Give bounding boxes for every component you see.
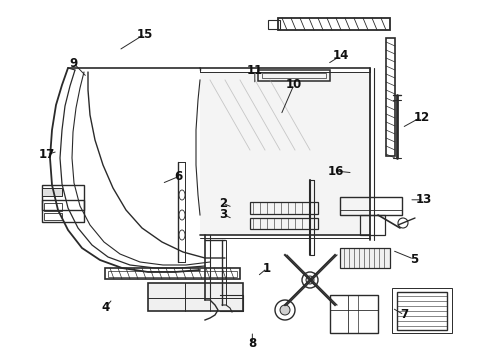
Bar (44, 213, 62, 220)
Text: 10: 10 (286, 78, 302, 91)
Bar (360, 215, 385, 235)
Bar (148, 283, 243, 311)
Polygon shape (200, 72, 370, 235)
Bar (42, 200, 84, 222)
Bar (397, 292, 447, 330)
Text: 15: 15 (136, 28, 153, 41)
Text: 13: 13 (416, 193, 432, 206)
Bar (268, 20, 280, 29)
Text: 7: 7 (400, 309, 408, 321)
Bar (262, 73, 326, 78)
Bar (340, 197, 402, 215)
Text: 11: 11 (246, 64, 263, 77)
Bar (258, 70, 330, 81)
Bar (386, 38, 395, 156)
Bar (250, 218, 318, 229)
Bar (392, 288, 452, 333)
Circle shape (275, 300, 295, 320)
Circle shape (302, 272, 318, 288)
Text: 16: 16 (327, 165, 344, 177)
Text: 5: 5 (410, 253, 418, 266)
Text: 1: 1 (263, 262, 271, 275)
Text: 3: 3 (219, 208, 227, 221)
Text: 4: 4 (101, 301, 109, 314)
Text: 12: 12 (413, 111, 430, 123)
Text: 6: 6 (175, 170, 183, 183)
Text: 9: 9 (70, 57, 77, 69)
Bar (105, 268, 240, 279)
Bar (330, 295, 378, 333)
Text: 14: 14 (332, 49, 349, 62)
Bar (108, 271, 237, 277)
Bar (278, 18, 390, 30)
Bar (340, 248, 390, 268)
Circle shape (280, 305, 290, 315)
Bar (250, 202, 318, 214)
Bar (42, 188, 62, 196)
Circle shape (306, 276, 314, 284)
Bar (42, 185, 84, 210)
Text: 8: 8 (248, 337, 256, 350)
Bar (44, 203, 62, 211)
Text: 2: 2 (219, 197, 227, 210)
Text: 17: 17 (38, 148, 55, 161)
